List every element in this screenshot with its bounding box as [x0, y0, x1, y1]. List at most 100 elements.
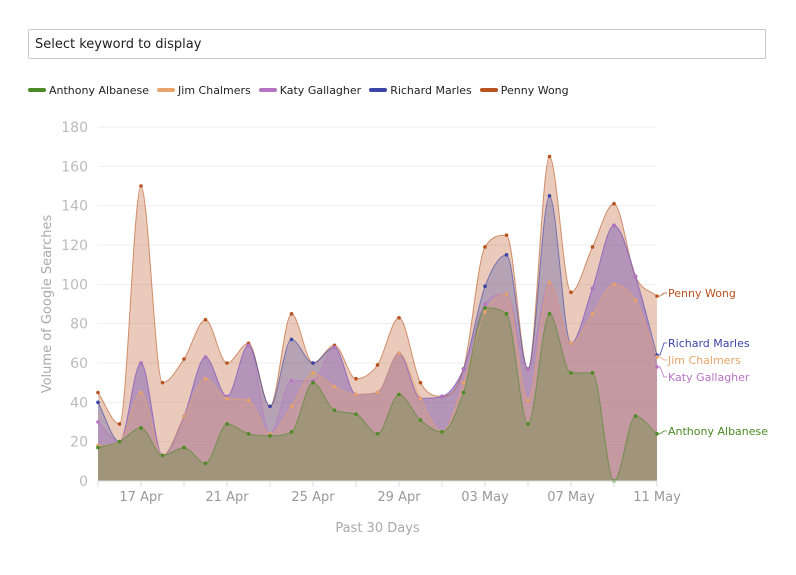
- point-anthony-albanese[interactable]: [96, 445, 100, 450]
- point-penny-wong[interactable]: [96, 390, 100, 395]
- point-anthony-albanese[interactable]: [332, 408, 337, 413]
- legend-item-jim-chalmers[interactable]: Jim Chalmers: [157, 84, 251, 97]
- point-anthony-albanese[interactable]: [139, 426, 143, 430]
- point-katy-gallagher[interactable]: [96, 420, 100, 424]
- point-katy-gallagher[interactable]: [612, 223, 616, 228]
- point-jim-chalmers[interactable]: [612, 282, 616, 287]
- point-anthony-albanese[interactable]: [440, 430, 444, 434]
- point-penny-wong[interactable]: [590, 245, 595, 249]
- point-richard-marles[interactable]: [547, 194, 552, 198]
- point-jim-chalmers[interactable]: [526, 398, 530, 403]
- legend-item-richard-marles[interactable]: Richard Marles: [369, 84, 472, 97]
- point-jim-chalmers[interactable]: [547, 280, 552, 285]
- point-jim-chalmers[interactable]: [332, 384, 337, 389]
- point-anthony-albanese[interactable]: [117, 439, 122, 444]
- point-penny-wong[interactable]: [397, 315, 401, 320]
- point-jim-chalmers[interactable]: [311, 371, 315, 375]
- point-penny-wong[interactable]: [182, 357, 186, 361]
- point-jim-chalmers[interactable]: [397, 351, 401, 355]
- point-jim-chalmers[interactable]: [655, 355, 659, 359]
- point-katy-gallagher[interactable]: [633, 274, 638, 279]
- point-penny-wong[interactable]: [612, 201, 616, 206]
- point-jim-chalmers[interactable]: [483, 310, 487, 314]
- point-penny-wong[interactable]: [354, 376, 358, 381]
- point-penny-wong[interactable]: [655, 294, 659, 298]
- point-richard-marles[interactable]: [289, 337, 294, 342]
- point-penny-wong[interactable]: [483, 245, 487, 249]
- point-penny-wong[interactable]: [547, 154, 552, 159]
- point-anthony-albanese[interactable]: [354, 412, 358, 416]
- line-penny-wong: [97, 155, 658, 425]
- point-jim-chalmers[interactable]: [225, 396, 229, 401]
- point-katy-gallagher[interactable]: [461, 367, 466, 371]
- point-anthony-albanese[interactable]: [547, 312, 552, 316]
- point-katy-gallagher[interactable]: [203, 355, 208, 359]
- point-anthony-albanese[interactable]: [246, 432, 251, 436]
- point-katy-gallagher[interactable]: [526, 367, 530, 371]
- line-jim-chalmers: [97, 281, 658, 456]
- legend-swatch: [369, 88, 388, 92]
- point-richard-marles[interactable]: [96, 400, 100, 405]
- point-jim-chalmers[interactable]: [289, 404, 294, 409]
- point-katy-gallagher[interactable]: [246, 343, 251, 348]
- point-jim-chalmers[interactable]: [569, 341, 573, 346]
- point-katy-gallagher[interactable]: [289, 378, 294, 383]
- y-axis-label: Volume of Google Searches: [40, 215, 55, 394]
- point-jim-chalmers[interactable]: [182, 414, 186, 418]
- point-penny-wong[interactable]: [569, 290, 573, 295]
- point-anthony-albanese[interactable]: [526, 422, 530, 426]
- point-anthony-albanese[interactable]: [633, 414, 638, 418]
- point-anthony-albanese[interactable]: [160, 453, 165, 458]
- point-penny-wong[interactable]: [160, 380, 165, 385]
- point-anthony-albanese[interactable]: [268, 433, 272, 438]
- point-jim-chalmers[interactable]: [633, 298, 638, 302]
- point-jim-chalmers[interactable]: [246, 398, 251, 403]
- point-anthony-albanese[interactable]: [182, 445, 186, 450]
- point-jim-chalmers[interactable]: [139, 390, 143, 395]
- point-richard-marles[interactable]: [483, 284, 487, 289]
- point-anthony-albanese[interactable]: [418, 418, 423, 422]
- point-anthony-albanese[interactable]: [655, 432, 659, 436]
- y-tick-label: 140: [61, 199, 88, 215]
- point-katy-gallagher[interactable]: [655, 365, 659, 369]
- point-penny-wong[interactable]: [375, 363, 380, 367]
- point-katy-gallagher[interactable]: [483, 302, 487, 306]
- point-anthony-albanese[interactable]: [590, 371, 595, 375]
- point-anthony-albanese[interactable]: [375, 432, 380, 436]
- point-katy-gallagher[interactable]: [590, 286, 595, 291]
- point-richard-marles[interactable]: [268, 404, 272, 409]
- point-richard-marles[interactable]: [311, 361, 315, 365]
- point-penny-wong[interactable]: [225, 361, 229, 365]
- point-anthony-albanese[interactable]: [569, 371, 573, 375]
- point-penny-wong[interactable]: [139, 184, 143, 188]
- legend-item-penny-wong[interactable]: Penny Wong: [479, 84, 569, 97]
- point-jim-chalmers[interactable]: [590, 312, 595, 316]
- point-anthony-albanese[interactable]: [397, 392, 401, 397]
- point-anthony-albanese[interactable]: [289, 430, 294, 434]
- point-richard-marles[interactable]: [504, 253, 509, 257]
- point-anthony-albanese[interactable]: [225, 422, 229, 426]
- keyword-select[interactable]: Select keyword to display: [28, 29, 766, 59]
- legend-item-katy-gallagher[interactable]: Katy Gallagher: [258, 84, 361, 97]
- point-jim-chalmers[interactable]: [418, 396, 423, 401]
- point-anthony-albanese[interactable]: [504, 312, 509, 316]
- point-anthony-albanese[interactable]: [203, 461, 208, 466]
- point-penny-wong[interactable]: [504, 233, 509, 237]
- point-anthony-albanese[interactable]: [483, 306, 487, 310]
- point-katy-gallagher[interactable]: [440, 394, 444, 399]
- point-penny-wong[interactable]: [117, 422, 122, 426]
- point-penny-wong[interactable]: [289, 312, 294, 316]
- point-penny-wong[interactable]: [203, 317, 208, 322]
- point-katy-gallagher[interactable]: [332, 345, 337, 350]
- point-jim-chalmers[interactable]: [375, 390, 380, 395]
- point-anthony-albanese[interactable]: [311, 380, 315, 385]
- point-jim-chalmers[interactable]: [504, 292, 509, 296]
- point-anthony-albanese[interactable]: [461, 390, 466, 395]
- point-jim-chalmers[interactable]: [461, 380, 466, 385]
- point-jim-chalmers[interactable]: [354, 392, 358, 397]
- point-penny-wong[interactable]: [418, 380, 423, 385]
- legend-item-anthony-albanese[interactable]: Anthony Albanese: [28, 84, 149, 97]
- point-katy-gallagher[interactable]: [139, 361, 143, 365]
- point-jim-chalmers[interactable]: [203, 376, 208, 381]
- x-tick-label: 11 May: [633, 490, 681, 505]
